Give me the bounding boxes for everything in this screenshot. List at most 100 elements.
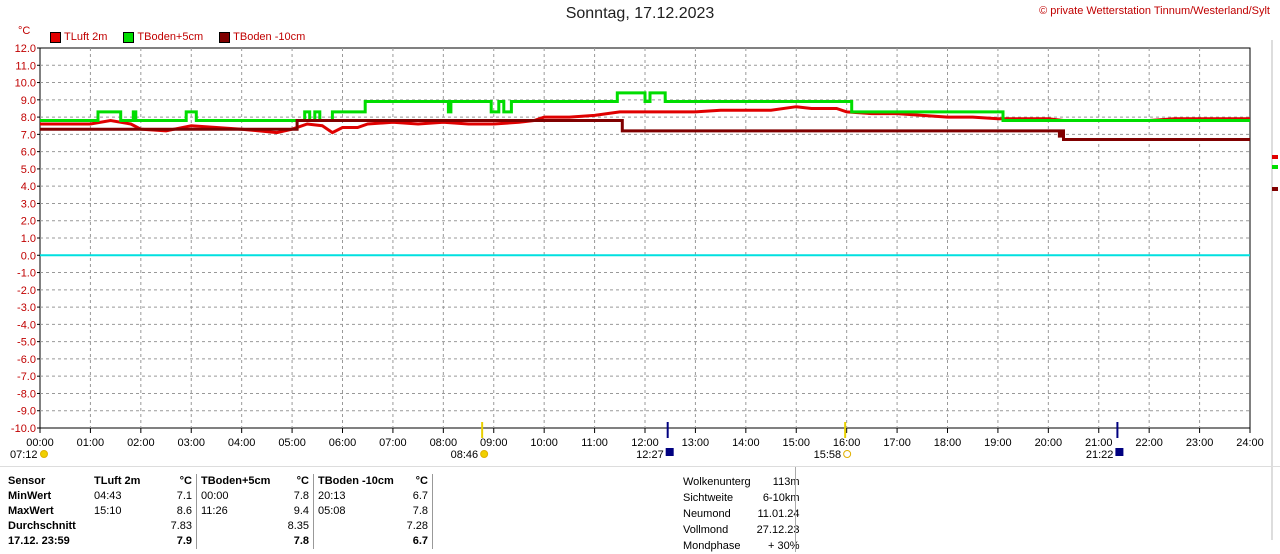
env-label: Vollmond <box>683 524 729 536</box>
table-row: MinWert 04:43 7.1 00:00 7.8 20:13 6.7 <box>4 489 433 504</box>
row-label: 17.12. 23:59 <box>8 535 70 547</box>
row-label: MaxWert <box>8 505 54 517</box>
y-axis-unit: °C <box>18 25 31 37</box>
stats-divider <box>795 466 796 552</box>
y-tick-label: 7.0 <box>21 129 36 141</box>
sensor-stats-table: Sensor TLuft 2m °C TBoden+5cm °C TBoden … <box>4 474 433 549</box>
header-cell: TBoden -10cm <box>313 474 402 489</box>
copyright-notice: © private Wetterstation Tinnum/Westerlan… <box>1039 5 1270 17</box>
legend-label: TLuft 2m <box>64 31 108 43</box>
stats-top-rule <box>0 466 1280 467</box>
legend-item-tboden5: TBoden+5cm <box>123 31 203 43</box>
legend-swatch <box>219 31 231 43</box>
env-value: 113m <box>772 476 800 488</box>
x-tick-label: 05:00 <box>278 437 306 449</box>
right-trend-mark <box>1272 155 1278 159</box>
table-cell: 6.7 <box>402 534 433 549</box>
table-cell: 7.28 <box>402 519 433 534</box>
y-tick-label: -1.0 <box>17 268 36 280</box>
table-row: MaxWert 15:10 8.6 11:26 9.4 05:08 7.8 <box>4 504 433 519</box>
env-label: Wolkenunterg <box>683 476 751 488</box>
series-line <box>40 119 1250 141</box>
table-row: Neumond 11.01.24 <box>680 506 803 522</box>
series-line <box>40 91 1250 122</box>
y-tick-label: -7.0 <box>17 371 36 383</box>
legend-swatch <box>123 31 135 43</box>
x-tick-label: 04:00 <box>228 437 256 449</box>
table-row: Vollmond 27.12.23 <box>680 522 803 538</box>
x-tick-label: 01:00 <box>77 437 105 449</box>
table-cell: 7.83 <box>170 520 192 532</box>
x-tick-label: 11:00 <box>581 437 608 449</box>
table-cell: 00:00 <box>196 489 277 504</box>
table-cell <box>313 519 402 534</box>
y-tick-label: -8.0 <box>17 388 36 400</box>
row-label: Durchschnitt <box>8 520 76 532</box>
table-cell: 9.4 <box>293 505 309 517</box>
env-label: Sichtweite <box>683 492 734 504</box>
y-tick-label: 9.0 <box>21 95 36 107</box>
sunrise-icon <box>40 450 48 458</box>
legend-swatch <box>50 31 61 43</box>
y-tick-label: 5.0 <box>21 164 36 176</box>
x-tick-label: 21:00 <box>1085 437 1113 449</box>
x-tick-label: 06:00 <box>329 437 357 449</box>
environment-info-table: Wolkenunterg 113m Sichtweite 6-10km Neum… <box>680 474 803 554</box>
header-cell: °C <box>296 475 309 487</box>
y-tick-label: -4.0 <box>17 319 36 331</box>
env-value: + 30% <box>768 540 800 552</box>
y-tick-label: 6.0 <box>21 147 36 159</box>
table-cell <box>313 534 402 549</box>
table-cell: 04:43 <box>94 490 122 502</box>
legend-item-tboden10: TBoden -10cm <box>219 31 305 43</box>
moonrise-icon <box>665 448 674 456</box>
y-tick-label: -6.0 <box>17 354 36 366</box>
y-tick-label: 10.0 <box>15 78 36 90</box>
table-cell: 8.35 <box>287 520 309 532</box>
x-tick-label: 19:00 <box>984 437 1012 449</box>
right-trend-mark <box>1272 187 1278 191</box>
x-tick-label: 16:00 <box>833 437 861 449</box>
y-tick-label: 12.0 <box>15 43 36 55</box>
env-label: Neumond <box>683 508 731 520</box>
y-tick-label: -9.0 <box>17 406 36 418</box>
table-cell <box>90 519 158 534</box>
legend-label: TBoden -10cm <box>233 31 306 43</box>
x-tick-label: 12:00 <box>631 437 659 449</box>
sun-event-label: 07:12 <box>10 449 38 461</box>
x-tick-label: 03:00 <box>177 437 205 449</box>
table-row: Mondphase + 30% <box>680 538 803 554</box>
table-cell: 8.6 <box>176 505 192 517</box>
y-tick-label: 3.0 <box>21 198 36 210</box>
x-tick-label: 14:00 <box>732 437 760 449</box>
table-row: Durchschnitt 7.83 8.35 7.28 <box>4 519 433 534</box>
sun-event-label: 21:22 <box>1086 449 1114 461</box>
table-cell <box>196 519 277 534</box>
y-tick-label: 0.0 <box>21 250 36 262</box>
table-cell: 6.7 <box>402 489 433 504</box>
x-tick-label: 00:00 <box>26 437 54 449</box>
env-value: 27.12.23 <box>756 524 800 536</box>
env-label: Mondphase <box>683 540 741 552</box>
table-cell: 15:10 <box>94 505 122 517</box>
sunset-icon <box>843 450 852 458</box>
y-tick-label: -2.0 <box>17 285 36 297</box>
header-cell: Sensor <box>8 475 46 487</box>
table-cell: 11:26 <box>196 504 277 519</box>
table-cell <box>196 534 277 549</box>
env-value: 6-10km <box>762 492 800 504</box>
x-tick-label: 10:00 <box>530 437 558 449</box>
x-tick-label: 13:00 <box>682 437 710 449</box>
y-tick-label: 4.0 <box>21 181 36 193</box>
row-label: MinWert <box>8 490 52 502</box>
x-tick-label: 15:00 <box>782 437 810 449</box>
x-tick-label: 24:00 <box>1236 437 1264 449</box>
x-tick-label: 08:00 <box>430 437 458 449</box>
y-tick-label: -5.0 <box>17 337 36 349</box>
legend-item-tluft: TLuft 2m <box>50 31 107 43</box>
header-cell: TBoden+5cm <box>196 474 277 489</box>
x-tick-label: 23:00 <box>1186 437 1214 449</box>
x-tick-label: 09:00 <box>480 437 508 449</box>
table-cell: 05:08 <box>313 504 402 519</box>
